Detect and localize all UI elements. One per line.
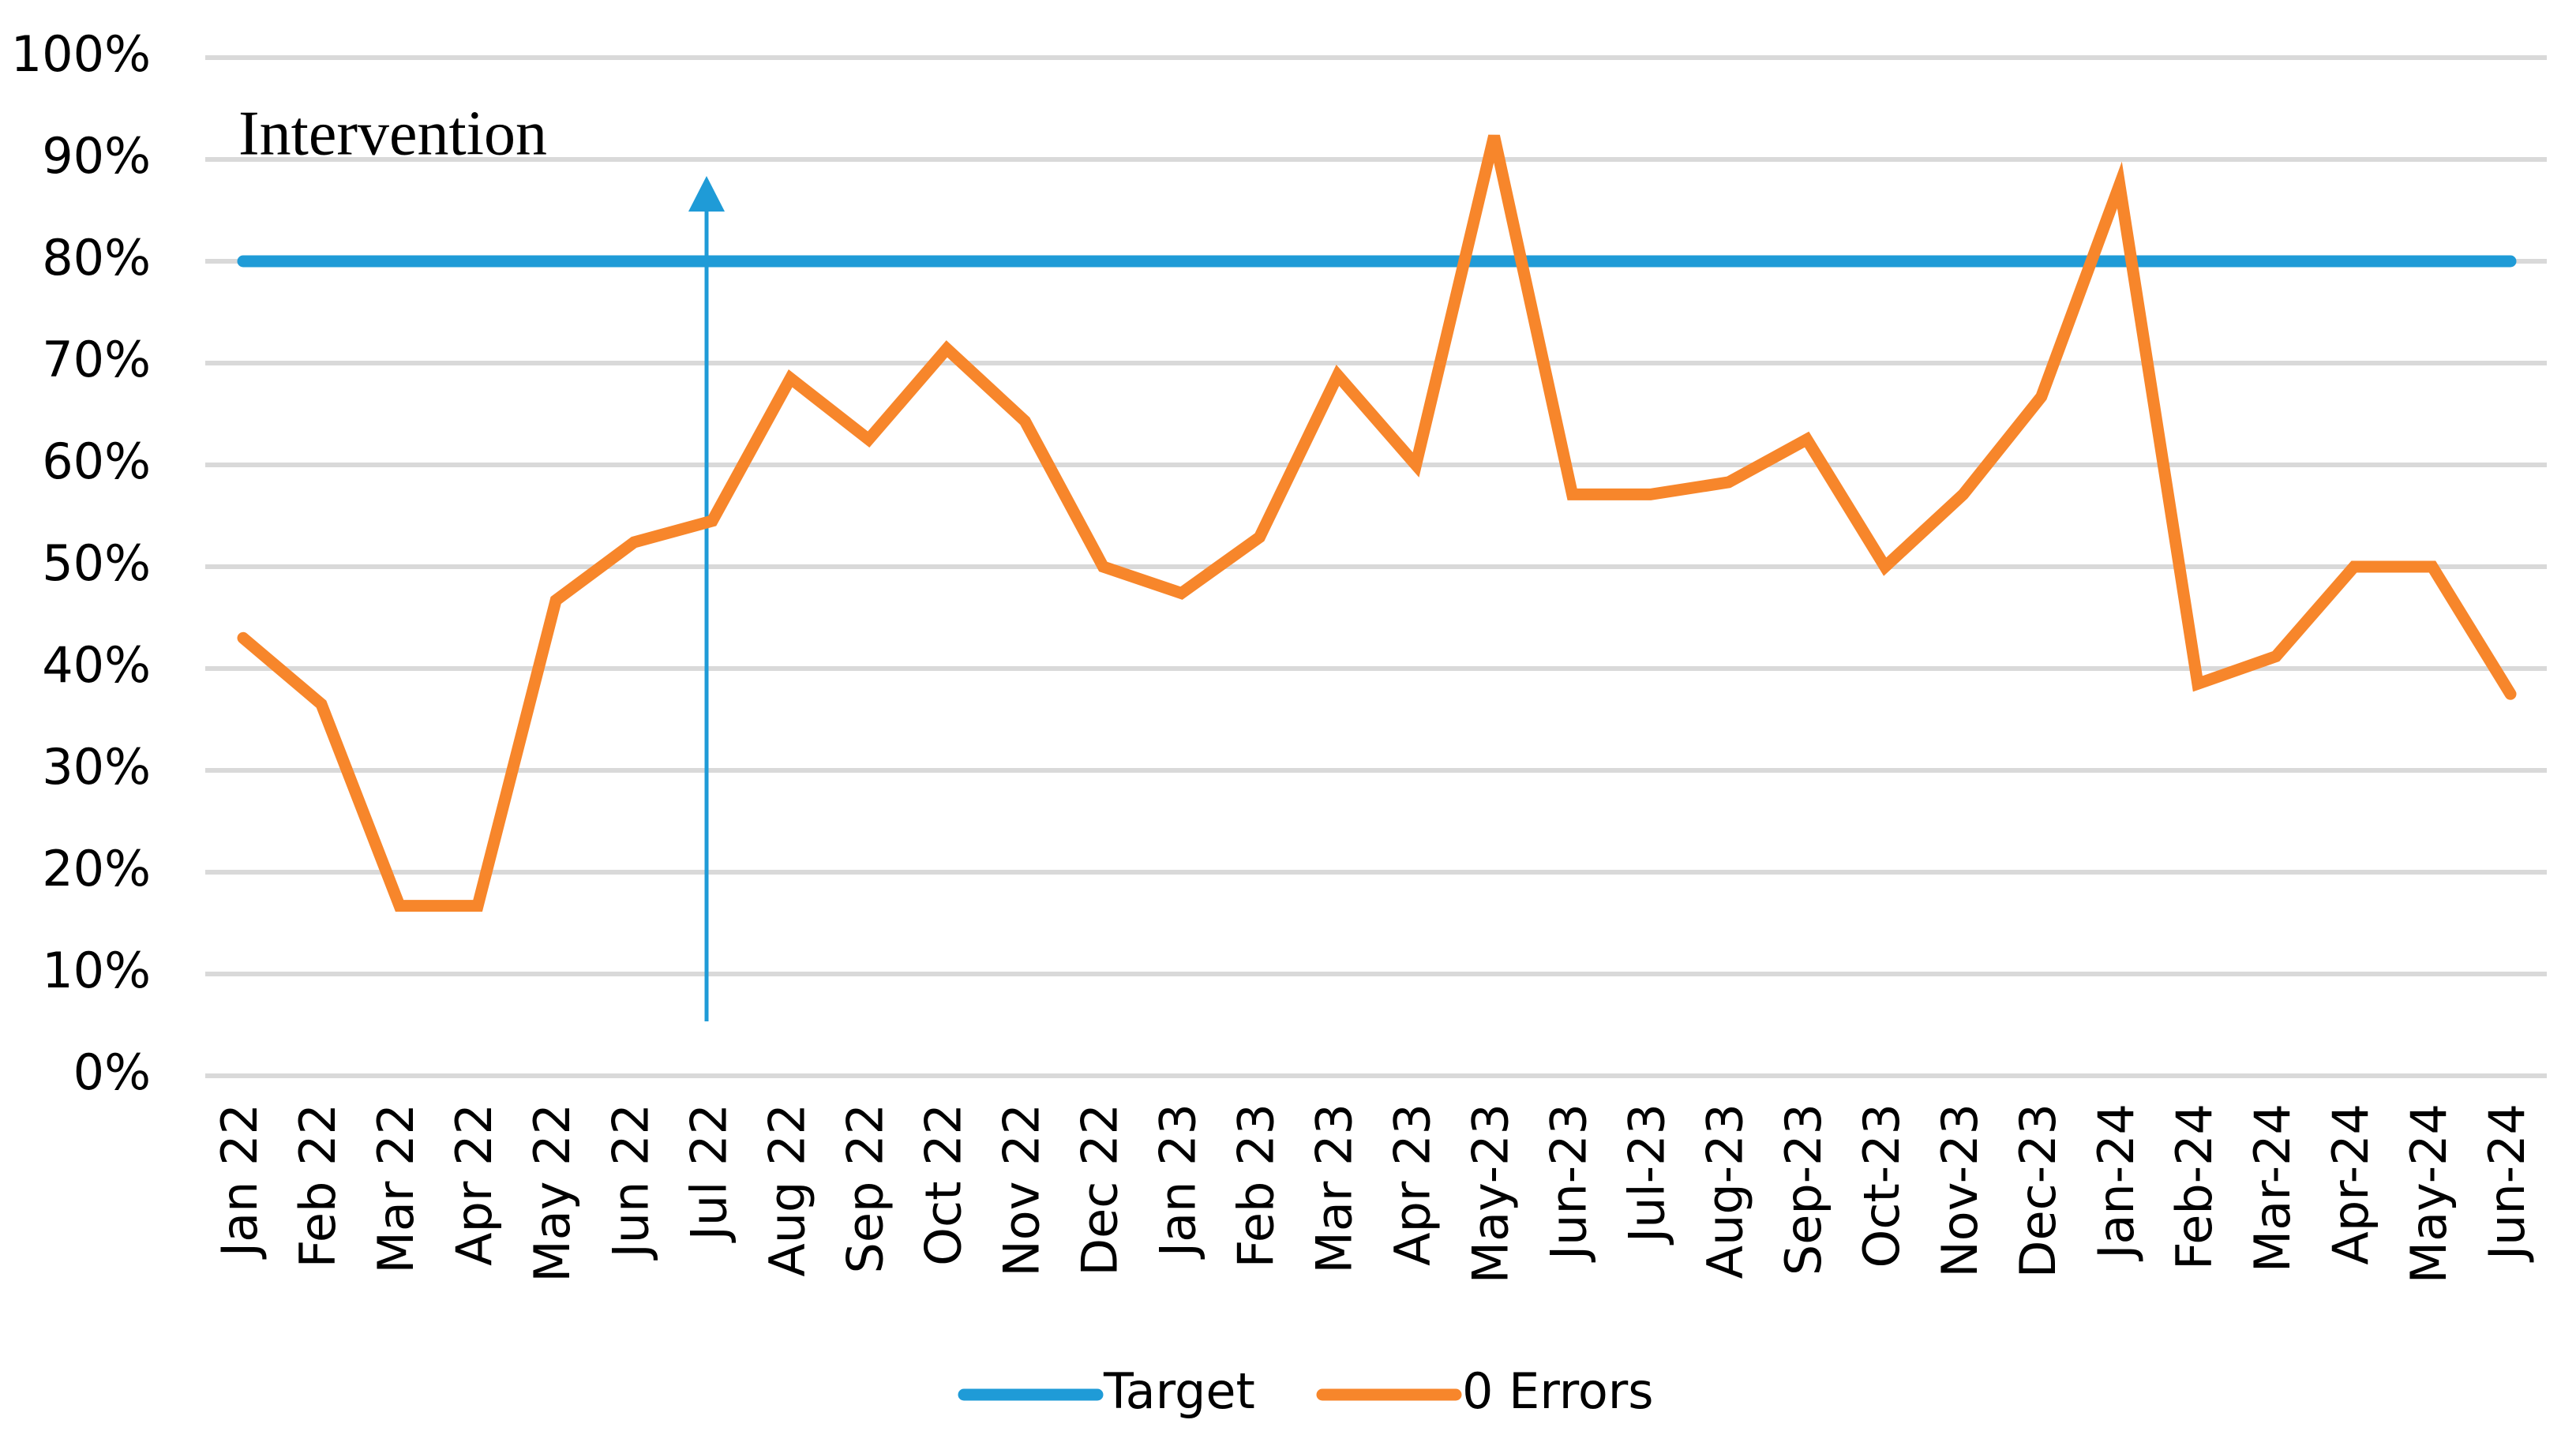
x-tick-label: Feb 22 xyxy=(289,1103,347,1268)
x-tick-label: Dec-23 xyxy=(2009,1103,2067,1278)
x-tick-label: Jun-24 xyxy=(2478,1103,2536,1263)
y-tick-label: 50% xyxy=(42,534,151,592)
legend-label: Target xyxy=(1103,1362,1255,1420)
y-tick-label: 10% xyxy=(42,942,151,999)
y-tick-label: 60% xyxy=(42,433,151,490)
x-tick-label: Oct-23 xyxy=(1853,1103,1910,1268)
x-tick-label: Feb-24 xyxy=(2165,1103,2223,1270)
y-tick-label: 30% xyxy=(42,738,151,796)
x-tick-label: Aug-23 xyxy=(1697,1103,1754,1279)
x-tick-label: Jul-23 xyxy=(1618,1103,1676,1246)
x-tick-label: Dec 22 xyxy=(1071,1103,1128,1276)
y-tick-label: 80% xyxy=(42,229,151,287)
series-line xyxy=(237,134,2517,912)
y-tick-label: 100% xyxy=(11,25,151,83)
x-tick-label: Apr-24 xyxy=(2322,1103,2379,1265)
x-tick-label: Apr 23 xyxy=(1384,1103,1442,1266)
x-tick-label: Nov-23 xyxy=(1931,1103,1989,1278)
x-tick-label: Mar 23 xyxy=(1306,1103,1363,1274)
x-tick-label: Jan 22 xyxy=(211,1103,268,1260)
x-tick-label: Jan-24 xyxy=(2087,1103,2145,1262)
x-tick-label: Jan 23 xyxy=(1149,1103,1207,1260)
x-tick-label: Nov 22 xyxy=(992,1103,1050,1277)
y-tick-label: 70% xyxy=(42,331,151,388)
x-tick-label: May-23 xyxy=(1462,1103,1520,1283)
x-tick-label: May 22 xyxy=(523,1103,581,1283)
x-tick-label: Aug 22 xyxy=(758,1103,816,1277)
x-tick-label: Mar-24 xyxy=(2244,1103,2301,1272)
y-tick-label: 40% xyxy=(42,636,151,694)
x-tick-label: Jun 22 xyxy=(602,1103,659,1261)
y-tick-label: 0% xyxy=(73,1043,151,1101)
annotation: Intervention xyxy=(238,99,547,168)
y-tick-label: 20% xyxy=(42,840,151,897)
x-tick-label: Jun-23 xyxy=(1540,1103,1598,1263)
y-tick-label: 90% xyxy=(42,127,151,185)
x-tick-label: Feb 23 xyxy=(1228,1103,1285,1268)
x-tick-label: Jul 22 xyxy=(680,1103,737,1243)
x-tick-label: Sep 22 xyxy=(836,1103,894,1273)
x-tick-label: May-24 xyxy=(2400,1103,2458,1283)
intervention-arrowhead xyxy=(688,176,725,212)
x-tick-label: Oct 22 xyxy=(914,1103,972,1266)
x-tick-label: Sep-23 xyxy=(1775,1103,1832,1276)
x-tick-label: Apr 22 xyxy=(445,1103,503,1266)
x-tick-label: Mar 22 xyxy=(367,1103,425,1274)
legend-label: 0 Errors xyxy=(1462,1362,1654,1420)
